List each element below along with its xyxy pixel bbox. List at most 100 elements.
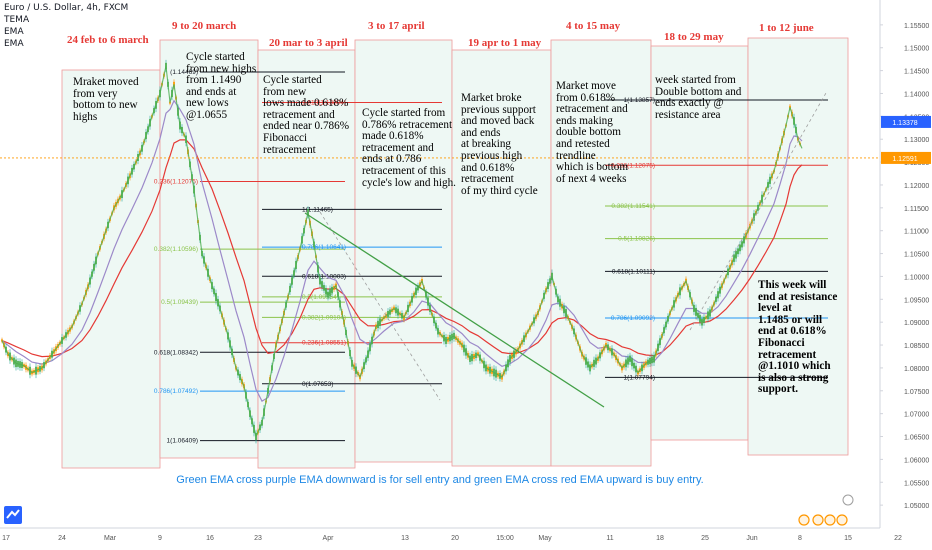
dashed-projection-line[interactable] <box>319 211 441 401</box>
event-marker-icon[interactable] <box>798 514 810 526</box>
fib-level-label: 0.618(1.10111) <box>612 268 655 275</box>
downtrend-line[interactable] <box>304 212 605 408</box>
tradingview-logo-icon[interactable] <box>4 506 22 524</box>
time-tick-label: 24 <box>58 535 66 542</box>
time-tick-label: Jun <box>746 535 757 542</box>
price-tick-label: 1.15500 <box>904 23 929 30</box>
price-tick-label: 1.07500 <box>904 389 929 396</box>
price-tick-label: 1.07000 <box>904 412 929 419</box>
price-axis-panel[interactable] <box>880 0 932 550</box>
time-tick-label: 16 <box>206 535 214 542</box>
previous-close-badge <box>881 151 931 164</box>
annotation-zone-3: Cycle started from new lows made 0.618% … <box>263 74 350 156</box>
price-tick-label: 1.09500 <box>904 297 929 304</box>
price-tick-label: 1.13000 <box>904 137 929 144</box>
fib-level-label: 0.236(1.08551) <box>302 340 346 347</box>
time-tick-label: 18 <box>656 535 664 542</box>
symbol-label: Euro / U.S. Dollar, 4h, FXCM <box>4 3 129 13</box>
tema-series[interactable] <box>1 65 803 439</box>
fib-level-label: (1.14469) <box>170 69 198 76</box>
time-tick-label: May <box>538 535 552 542</box>
fib-level-label: 0.618(1.08342) <box>154 349 198 356</box>
time-tick-label: 20 <box>451 535 459 542</box>
annotation-zone-6: Market move from 0.618% retracement and … <box>556 80 629 185</box>
price-tick-label: 1.08500 <box>904 343 929 350</box>
current-price-text: 1.13378 <box>892 120 917 127</box>
fib-level-label: 1(1.06409) <box>167 438 198 445</box>
zone-title-3: 20 mar to 3 april <box>269 37 348 49</box>
time-zone-box <box>550 39 652 467</box>
time-tick-label: Apr <box>323 535 335 542</box>
annotation-zone-4: Cycle started from 0.786% retracement ma… <box>362 107 456 189</box>
event-marker-icon[interactable] <box>842 494 854 506</box>
fib-level-label: 0.382(1.11541) <box>611 203 655 210</box>
price-tick-label: 1.15000 <box>904 46 929 53</box>
time-tick-label: 23 <box>254 535 262 542</box>
fib-level-label: 0.786(1.09092) <box>611 315 655 322</box>
time-tick-label: 15:00 <box>496 535 514 542</box>
indicator-ema-label-2[interactable]: EMA <box>4 39 24 49</box>
fib-level-label: 0.786(1.07492) <box>154 388 198 395</box>
fib-level-label: 0.236(1.12075) <box>154 179 198 186</box>
ema-fast-series[interactable] <box>1 99 803 402</box>
annotation-zone-5: Market broke previous support and moved … <box>461 92 538 197</box>
time-tick-label: 11 <box>606 535 613 542</box>
price-tick-label: 1.11500 <box>904 206 929 213</box>
fib-level-label: 1(1.13857) <box>624 97 655 104</box>
fib-level-label: 0.382(1.09104) <box>302 314 346 321</box>
time-zone-box <box>747 37 849 456</box>
zone-title-8: 1 to 12 june <box>759 22 814 34</box>
zone-title-1: 24 feb to 6 march <box>67 34 149 46</box>
candle[interactable] <box>1 339 3 342</box>
event-marker-icon[interactable] <box>812 514 824 526</box>
fib-level-label: 1.618(1.13804) <box>302 99 346 106</box>
fib-level-label: 0.382(1.10596) <box>154 246 198 253</box>
fib-level-label: 0(1.07653) <box>302 381 333 388</box>
bottom-note: Green EMA cross purple EMA downward is f… <box>176 474 704 486</box>
event-marker-icon[interactable] <box>836 514 848 526</box>
price-tick-label: 1.05000 <box>904 503 929 510</box>
fib-level-label: 1(1.07794) <box>624 374 655 381</box>
zone-title-4: 3 to 17 april <box>368 20 425 32</box>
price-tick-label: 1.08000 <box>904 366 929 373</box>
fib-level-label: 0.236(1.12075) <box>611 162 655 169</box>
price-tick-label: 1.10000 <box>904 274 929 281</box>
time-tick-label: 9 <box>158 535 162 542</box>
price-tick-label: 1.09000 <box>904 320 929 327</box>
ema-slow-series[interactable] <box>1 139 803 358</box>
time-tick-label: 8 <box>798 535 802 542</box>
fib-level-label: 0.5(1.09554) <box>302 294 339 301</box>
zone-title-2: 9 to 20 march <box>172 20 237 32</box>
previous-close-text: 1.12591 <box>892 156 917 163</box>
indicator-tema-label[interactable]: TEMA <box>4 15 30 25</box>
price-tick-label: 1.14500 <box>904 69 929 76</box>
zone-title-5: 19 apr to 1 may <box>468 37 542 49</box>
time-zone-box <box>451 49 552 467</box>
event-marker-icon[interactable] <box>824 514 836 526</box>
time-zone-box <box>61 69 161 469</box>
time-zone-box <box>354 39 453 463</box>
price-tick-label: 1.05500 <box>904 480 929 487</box>
time-tick-label: 22 <box>894 535 902 542</box>
zone-title-6: 4 to 15 may <box>566 20 621 32</box>
fib-level-label: 0.5(1.09439) <box>161 299 198 306</box>
time-tick-label: 13 <box>401 535 409 542</box>
annotation-zone-2: Cycle started from new highs from 1.1490… <box>186 51 257 121</box>
indicator-ema-label-1[interactable]: EMA <box>4 27 24 37</box>
fib-level-label: 0.786(1.10641) <box>302 244 346 251</box>
time-tick-label: 17 <box>2 535 10 542</box>
price-tick-label: 1.06000 <box>904 457 929 464</box>
time-tick-label: 25 <box>701 535 709 542</box>
price-tick-label: 1.14000 <box>904 91 929 98</box>
time-tick-label: 15 <box>844 535 852 542</box>
price-tick-label: 1.12000 <box>904 183 929 190</box>
time-zone-box <box>257 49 356 469</box>
price-tick-label: 1.10500 <box>904 252 929 259</box>
price-tick-label: 1.11000 <box>904 229 929 236</box>
fib-level-label: 1(1.11465) <box>302 206 333 213</box>
zone-title-7: 18 to 29 may <box>664 31 724 43</box>
price-tick-label: 1.06500 <box>904 435 929 442</box>
time-tick-label: Mar <box>104 535 117 542</box>
